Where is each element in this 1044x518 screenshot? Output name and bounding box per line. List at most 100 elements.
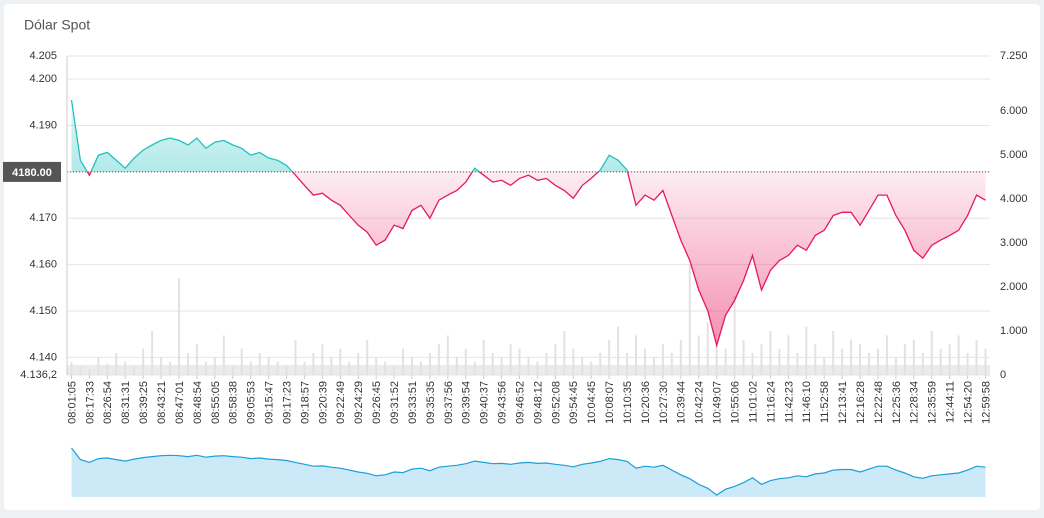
volume-bar — [688, 265, 691, 375]
x-tick-label: 08:58:38 — [228, 381, 240, 424]
baseline-label: 4180.00 — [12, 167, 52, 179]
x-tick-label: 12:25:36 — [891, 381, 903, 424]
x-tick-label: 12:35:59 — [927, 381, 939, 424]
baseline-label-box — [3, 161, 61, 182]
volume-bar — [939, 348, 942, 375]
volume-bar — [133, 366, 136, 375]
volume-bar — [339, 348, 342, 375]
volume-bar — [706, 322, 709, 375]
volume-bar — [554, 344, 557, 375]
volume-bar — [231, 366, 234, 375]
y2-tick-label: 4.000 — [1000, 193, 1028, 205]
x-tick-label: 09:20:39 — [317, 381, 329, 424]
volume-bar — [599, 353, 602, 375]
x-tick-label: 10:20:36 — [640, 381, 652, 424]
x-tick-label: 09:52:08 — [550, 381, 562, 424]
volume-bar — [635, 335, 638, 375]
volume-bar — [930, 331, 933, 375]
volume-bar — [652, 357, 655, 375]
volume-bar — [778, 348, 781, 375]
volume-bar — [276, 361, 279, 375]
volume-bar — [805, 326, 808, 375]
volume-bar — [518, 348, 521, 375]
volume-bar — [79, 366, 82, 375]
volume-bar — [178, 278, 181, 375]
x-tick-label: 12:13:41 — [837, 381, 849, 424]
y2-tick-label: 3.000 — [1000, 237, 1028, 249]
x-tick-label: 11:52:58 — [819, 381, 831, 423]
x-tick-label: 09:22:49 — [335, 381, 347, 424]
x-tick-label: 09:35:35 — [425, 381, 437, 424]
x-tick-label: 08:39:25 — [138, 381, 150, 424]
x-tick-label: 12:59:58 — [980, 381, 992, 424]
volume-bar — [984, 348, 987, 375]
volume-bar — [912, 339, 915, 375]
volume-bar — [957, 335, 960, 375]
volume-bar — [204, 361, 207, 375]
x-tick-label: 11:16:24 — [765, 381, 777, 423]
volume-bar — [527, 357, 530, 375]
x-tick-label: 12:54:20 — [963, 381, 975, 424]
x-tick-label: 10:49:07 — [712, 381, 724, 424]
x-tick-label: 09:48:12 — [532, 381, 544, 424]
volume-bar — [160, 357, 163, 375]
volume-bar — [419, 361, 422, 375]
volume-bar — [357, 353, 360, 375]
volume-bar — [446, 335, 449, 375]
x-tick-label: 09:18:57 — [299, 381, 311, 424]
volume-bar — [724, 348, 727, 375]
y2-tick-label: 6.000 — [1000, 105, 1028, 117]
volume-bar — [760, 344, 763, 375]
x-tick-label: 08:43:21 — [156, 381, 168, 424]
series-area — [71, 100, 986, 346]
volume-bar — [697, 335, 700, 375]
volume-bar — [500, 357, 503, 375]
volume-bar — [402, 348, 405, 375]
volume-bar — [312, 353, 315, 375]
volume-bar — [375, 357, 378, 375]
volume-bar — [348, 361, 351, 375]
x-tick-label: 09:15:47 — [264, 381, 276, 424]
x-tick-label: 09:43:56 — [497, 381, 509, 424]
x-tick-label: 08:55:05 — [210, 381, 222, 424]
volume-bar — [473, 361, 476, 375]
y-tick-label: 4.205 — [29, 50, 57, 62]
x-tick-label: 10:27:30 — [658, 381, 670, 424]
volume-bar — [303, 361, 306, 375]
volume-bar — [850, 339, 853, 375]
volume-bar — [536, 361, 539, 375]
volume-bar — [608, 339, 611, 375]
volume-bar — [617, 326, 620, 375]
volume-bar — [545, 353, 548, 375]
volume-bar — [823, 357, 826, 375]
volume-bar — [742, 339, 745, 375]
y2-tick-label: 2.000 — [1000, 281, 1028, 293]
volume-bar — [464, 348, 467, 375]
volume-bar — [384, 361, 387, 375]
volume-bar — [975, 339, 978, 375]
y-tick-label: 4.140 — [29, 351, 57, 363]
y-tick-label: 4.136,2 — [20, 369, 57, 381]
volume-bar — [151, 331, 154, 375]
volume-bar — [733, 295, 736, 375]
navigator-line — [71, 447, 986, 496]
navigator-area — [71, 448, 986, 497]
x-tick-label: 08:31:31 — [120, 381, 132, 424]
volume-bar — [115, 353, 118, 375]
x-tick-label: 10:42:24 — [694, 381, 706, 424]
x-tick-label: 09:17:23 — [281, 381, 293, 424]
volume-bar — [428, 353, 431, 375]
y-tick-label: 4.190 — [29, 119, 57, 131]
x-tick-label: 09:40:37 — [479, 381, 491, 424]
volume-bar — [70, 361, 73, 375]
x-tick-label: 12:28:34 — [909, 381, 921, 424]
x-tick-label: 10:10:35 — [622, 381, 634, 424]
volume-bar — [572, 348, 575, 375]
card — [4, 4, 1040, 510]
volume-bar — [321, 344, 324, 375]
volume-bar — [249, 361, 252, 375]
x-tick-label: 09:24:29 — [353, 381, 365, 424]
volume-bar — [106, 364, 109, 375]
volume-bar — [885, 335, 888, 375]
volume-bar — [240, 348, 243, 375]
